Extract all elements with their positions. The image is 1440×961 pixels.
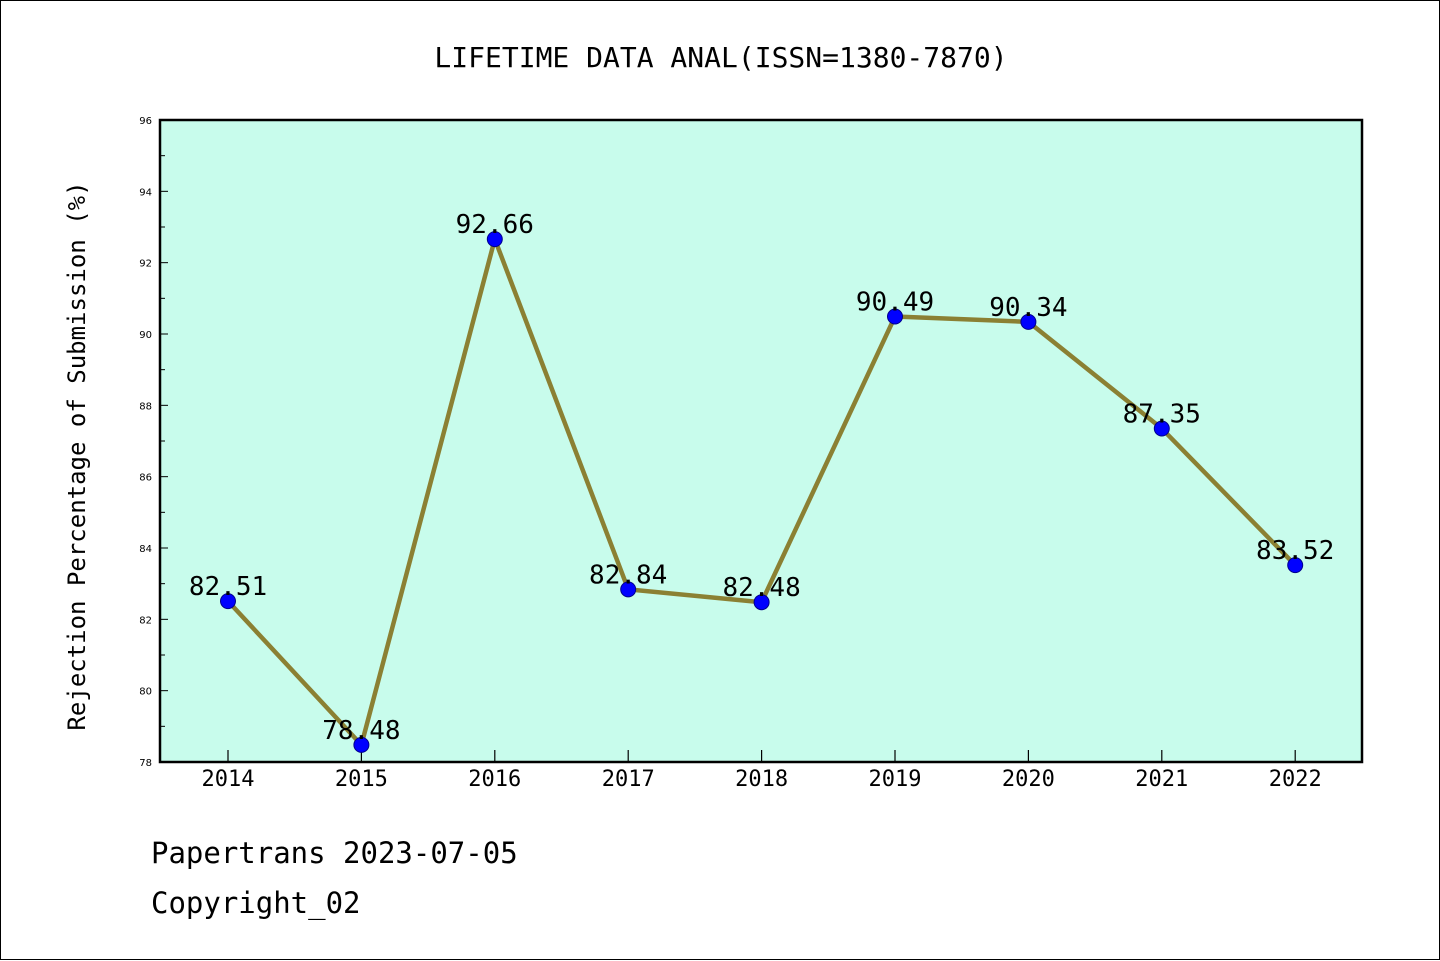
data-label: 90.49 — [856, 288, 934, 318]
data-label: 83.52 — [1256, 536, 1334, 566]
x-tick-label: 2017 — [602, 767, 655, 792]
x-tick-label: 2015 — [335, 767, 388, 792]
y-tick-label: 88 — [139, 401, 152, 412]
x-tick-label: 2020 — [1002, 767, 1055, 792]
y-axis: 78 80 82 84 86 88 90 92 94 96 — [139, 116, 168, 769]
data-label: 87.35 — [1123, 400, 1201, 430]
data-point — [220, 593, 236, 610]
x-tick-label: 2018 — [735, 767, 788, 792]
y-tick-label: 84 — [139, 544, 152, 555]
chart-title: LIFETIME DATA ANAL(ISSN=1380-7870) — [434, 41, 1007, 74]
x-tick-label: 2019 — [869, 767, 922, 792]
y-tick-label: 94 — [139, 187, 152, 198]
footer-date-line: Papertrans 2023-07-05 — [151, 836, 518, 870]
x-tick-label: 2021 — [1135, 767, 1188, 792]
data-point — [1153, 420, 1170, 437]
data-point — [753, 594, 770, 611]
data-point — [1287, 557, 1304, 574]
data-point — [353, 736, 370, 753]
data-label: 82.51 — [189, 572, 267, 602]
data-point — [887, 308, 903, 325]
data-series: 82.51 78.48 92.66 82.84 82.48 90.49 90.34 87.35… — [189, 210, 1334, 753]
data-point — [620, 581, 637, 598]
data-point — [486, 231, 503, 248]
y-tick-label: 86 — [139, 473, 152, 484]
y-tick-label: 80 — [139, 687, 152, 698]
x-tick-label: 2022 — [1269, 767, 1322, 792]
x-axis: 2014 2015 2016 2017 2018 2019 2020 2021 2022 — [202, 750, 1322, 792]
y-tick-label: 96 — [139, 116, 152, 127]
x-tick-label: 2014 — [202, 767, 255, 792]
data-label: 92.66 — [456, 210, 534, 240]
y-tick-label: 78 — [139, 758, 152, 769]
y-tick-label: 90 — [139, 330, 152, 341]
y-axis-label: Rejection Percentage of Submission (%) — [63, 181, 91, 730]
data-point — [1020, 313, 1037, 330]
data-label: 90.34 — [989, 293, 1067, 323]
y-tick-label: 92 — [139, 259, 152, 270]
plot-area — [158, 118, 1364, 764]
data-label: 82.84 — [589, 560, 667, 590]
footer-copyright-line: Copyright_02 — [151, 886, 361, 920]
x-tick-label: 2016 — [468, 767, 521, 792]
data-label: 78.48 — [322, 716, 400, 746]
y-tick-label: 82 — [139, 615, 152, 626]
data-label: 82.48 — [722, 573, 800, 603]
